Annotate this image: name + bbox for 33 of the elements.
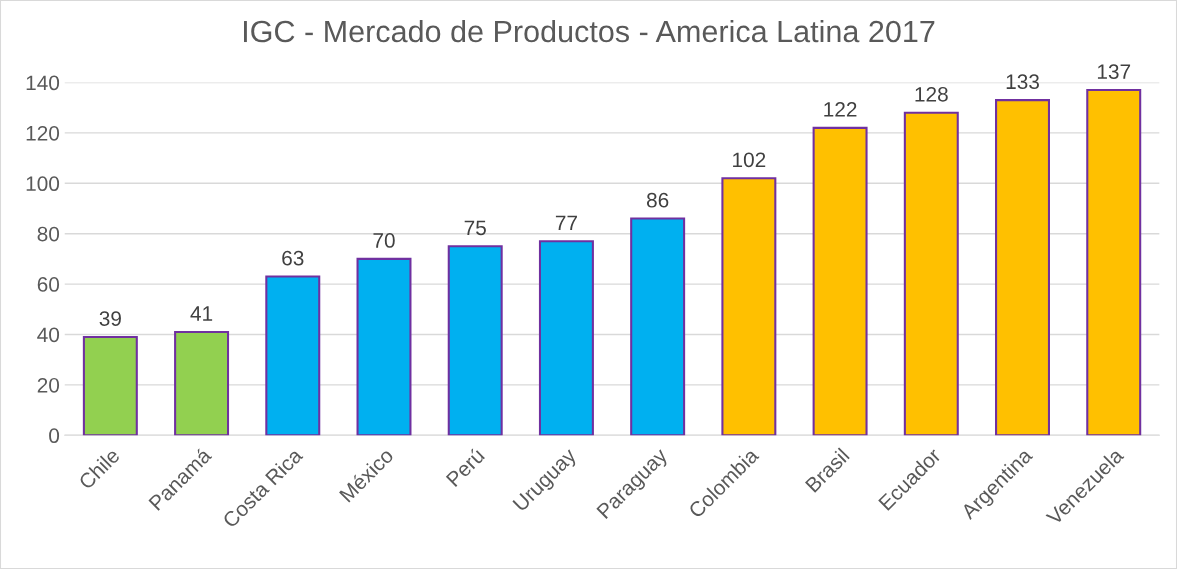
y-tick-label: 120 (26, 125, 60, 141)
chart-title: IGC - Mercado de Productos - America Latina 2017 (244, 19, 935, 43)
y-tick-label: 80 (37, 226, 60, 242)
bar (174, 330, 230, 436)
bar (356, 257, 412, 436)
data-label: 77 (555, 215, 577, 230)
data-label: 41 (190, 306, 213, 321)
y-tick-label: 100 (26, 176, 60, 192)
bar (1086, 89, 1142, 436)
data-label: 102 (733, 152, 766, 168)
data-label: 133 (1006, 74, 1039, 90)
bar (447, 245, 503, 436)
y-tick-label: 40 (37, 327, 60, 343)
data-label: 128 (915, 86, 948, 102)
data-label: 63 (282, 250, 304, 266)
data-label: 122 (824, 102, 857, 117)
y-tick-label: 140 (26, 75, 60, 91)
data-label: 137 (1097, 64, 1131, 79)
bar (812, 126, 868, 436)
y-tick-label: 20 (37, 377, 60, 393)
data-label: 39 (99, 311, 121, 326)
bar (903, 111, 959, 436)
bar (265, 275, 321, 436)
y-tick-label: 0 (49, 428, 60, 444)
bar (538, 240, 594, 436)
bar (995, 99, 1051, 436)
bar (630, 217, 686, 436)
data-label: 70 (373, 233, 395, 248)
data-label: 75 (464, 220, 486, 236)
y-tick-label: 60 (37, 277, 60, 292)
bar (82, 335, 138, 436)
data-label: 86 (646, 192, 669, 208)
bar (721, 177, 777, 436)
